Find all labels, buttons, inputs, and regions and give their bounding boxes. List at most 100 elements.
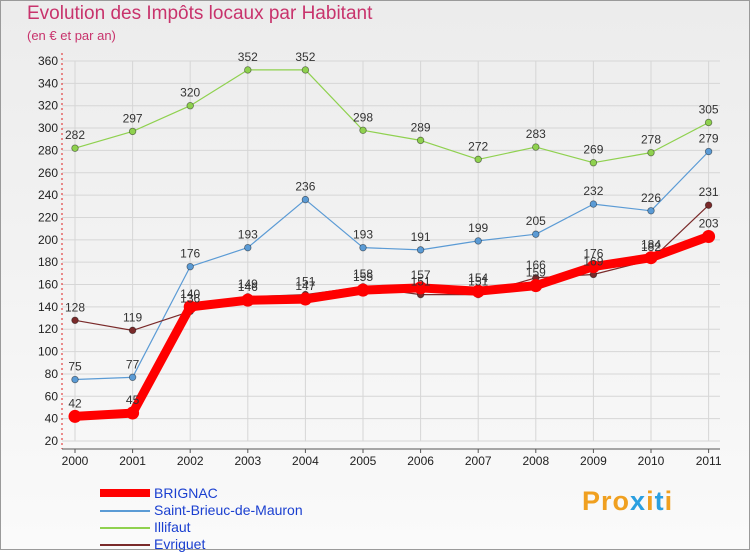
data-label-illifaut: 320 <box>180 86 200 100</box>
x-tick-label: 2008 <box>522 454 549 468</box>
data-label-evriguet: 151 <box>411 275 431 289</box>
data-label-saint-brieuc-de-mauron: 236 <box>295 180 315 194</box>
data-label-brignac: 203 <box>699 216 719 230</box>
data-point-saint-brieuc-de-mauron <box>301 195 310 204</box>
y-tick-label: 80 <box>45 367 59 381</box>
data-point-saint-brieuc-de-mauron <box>71 375 79 384</box>
data-label-illifaut: 352 <box>238 50 258 64</box>
data-point-saint-brieuc-de-mauron <box>128 373 137 381</box>
x-axis: 2000 2001 2002 2003 2004 2005 2006 2007 2008 2009… <box>62 448 722 468</box>
data-label-evriguet: 231 <box>699 185 719 199</box>
data-label-saint-brieuc-de-mauron: 75 <box>68 360 82 374</box>
data-point-saint-brieuc-de-mauron <box>416 246 425 254</box>
data-label-illifaut: 283 <box>526 127 546 141</box>
data-point-saint-brieuc-de-mauron <box>589 200 598 208</box>
data-point-illifaut <box>244 66 252 74</box>
data-label-evriguet: 136 <box>180 291 200 305</box>
legend-label-saint-brieuc: Saint-Brieuc-de-Mauron <box>154 502 303 518</box>
y-tick-label: 340 <box>38 76 58 90</box>
data-point-brignac <box>586 260 600 274</box>
data-label-evriguet: 158 <box>353 267 373 281</box>
data-point-saint-brieuc-de-mauron <box>186 262 194 271</box>
x-tick-label: 2010 <box>638 454 665 468</box>
x-tick-label: 2007 <box>465 454 492 468</box>
data-point-illifaut <box>359 126 367 134</box>
data-point-evriguet <box>704 201 713 209</box>
y-tick-label: 240 <box>38 188 58 202</box>
x-tick-label: 2001 <box>119 454 146 468</box>
chart-title: Evolution des Impôts locaux par Habitant <box>27 3 373 24</box>
y-tick-label: 40 <box>45 412 59 426</box>
data-point-saint-brieuc-de-mauron <box>647 207 655 215</box>
data-label-brignac: 42 <box>68 396 82 410</box>
data-point-brignac <box>68 409 82 423</box>
y-tick-label: 280 <box>38 143 58 157</box>
data-label-brignac: 45 <box>126 393 140 407</box>
data-label-illifaut: 289 <box>411 120 431 134</box>
data-label-evriguet: 151 <box>468 275 488 289</box>
data-label-evriguet: 119 <box>123 310 142 324</box>
legend-swatch-saint-brieuc <box>100 510 150 512</box>
data-point-saint-brieuc-de-mauron <box>704 147 713 156</box>
y-tick-label: 60 <box>45 389 59 403</box>
legend-item-brignac: BRIGNAC <box>100 485 400 502</box>
data-label-saint-brieuc-de-mauron: 279 <box>699 132 719 146</box>
data-label-brignac: 146 <box>238 280 258 294</box>
y-tick-label: 260 <box>38 166 58 180</box>
data-point-illifaut <box>704 118 713 127</box>
data-point-illifaut <box>71 144 79 152</box>
data-label-evriguet: 128 <box>65 300 85 314</box>
chart-subtitle: (en € et par an) <box>27 28 116 43</box>
series-lines <box>68 66 716 423</box>
data-label-evriguet: 151 <box>295 275 315 289</box>
series-line-saint-brieuc-de-mauron <box>74 150 710 381</box>
data-point-brignac <box>241 293 255 307</box>
legend-swatch-brignac <box>100 489 150 497</box>
data-point-illifaut <box>532 143 540 151</box>
y-tick-label: 20 <box>45 434 59 448</box>
series-line-illifaut <box>74 69 710 164</box>
y-tick-label: 200 <box>38 233 58 247</box>
legend: BRIGNAC Saint-Brieuc-de-Mauron Illifaut … <box>100 485 400 553</box>
data-point-illifaut <box>416 136 425 145</box>
data-label-saint-brieuc-de-mauron: 176 <box>180 247 200 261</box>
data-point-saint-brieuc-de-mauron <box>359 243 367 252</box>
data-label-illifaut: 297 <box>123 111 143 125</box>
data-point-illifaut <box>186 102 194 110</box>
y-tick-label: 360 <box>38 54 58 68</box>
series-line-brignac <box>70 232 714 421</box>
data-label-saint-brieuc-de-mauron: 205 <box>526 214 546 228</box>
y-tick-label: 160 <box>38 278 58 292</box>
data-label-evriguet: 149 <box>238 277 258 291</box>
data-label-saint-brieuc-de-mauron: 193 <box>353 228 373 242</box>
y-tick-label: 140 <box>38 300 58 314</box>
data-label-saint-brieuc-de-mauron: 77 <box>126 357 140 371</box>
y-axis: 20 40 60 80 100 120 140 160 180 200 220 240 260 280 30… <box>38 53 63 449</box>
data-point-illifaut <box>128 127 137 136</box>
data-label-saint-brieuc-de-mauron: 199 <box>468 221 488 235</box>
data-point-brignac <box>126 406 140 420</box>
legend-label-illifaut: Illifaut <box>154 519 191 535</box>
x-tick-label: 2006 <box>407 454 434 468</box>
data-label-evriguet: 166 <box>526 258 546 272</box>
x-tick-label: 2004 <box>292 454 319 468</box>
data-label-brignac: 154 <box>468 271 488 285</box>
data-point-brignac <box>702 229 716 243</box>
proxiti-logo: Proxiti <box>582 486 674 516</box>
legend-label-evriguet: Evriguet <box>154 536 206 552</box>
data-label-illifaut: 352 <box>295 50 315 64</box>
data-label-illifaut: 278 <box>641 133 661 147</box>
data-point-brignac <box>644 251 658 265</box>
legend-item-illifaut: Illifaut <box>100 519 400 536</box>
data-label-illifaut: 282 <box>65 128 85 142</box>
data-point-illifaut <box>647 148 655 157</box>
data-point-brignac <box>414 281 428 295</box>
data-point-illifaut <box>301 66 310 74</box>
data-label-evriguet: 182 <box>641 240 661 254</box>
data-point-brignac <box>356 283 370 297</box>
gridlines <box>62 60 720 442</box>
data-point-brignac <box>471 284 485 298</box>
data-point-saint-brieuc-de-mauron <box>244 243 252 252</box>
